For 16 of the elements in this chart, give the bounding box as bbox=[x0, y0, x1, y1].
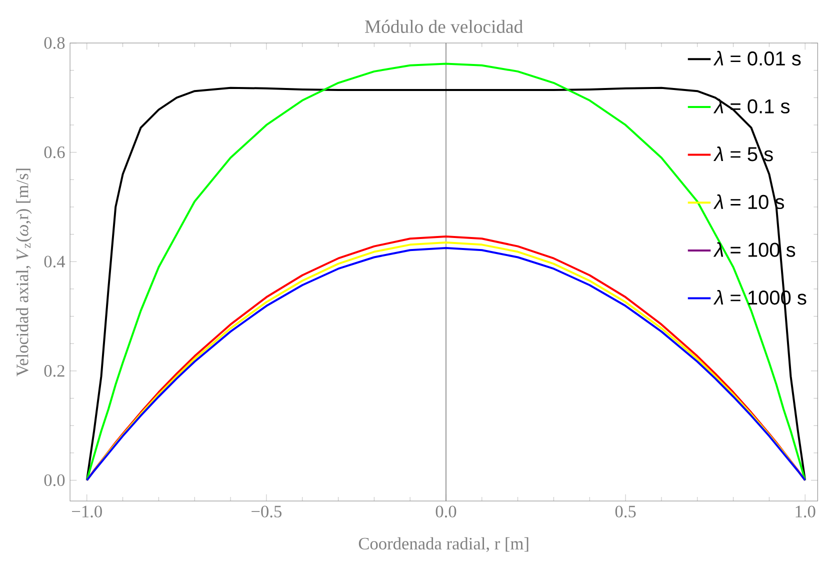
y-tick-label: 0.0 bbox=[44, 474, 65, 486]
legend-label: λ = 100 s bbox=[713, 242, 796, 257]
legend-label: λ = 5 s bbox=[713, 146, 773, 162]
y-tick-label: 0.6 bbox=[44, 146, 65, 158]
legend-label: λ = 0.01 s bbox=[713, 50, 801, 66]
x-tick-label: 1.0 bbox=[796, 506, 816, 518]
x-tick-label: −1.0 bbox=[72, 506, 102, 518]
x-tick-label: 0.5 bbox=[615, 506, 636, 518]
y-tick-label: 0.4 bbox=[44, 256, 66, 268]
y-axis-title: Velocidad axial, V$_{z}$(ω,r) [m/s] bbox=[16, 168, 32, 376]
chart-title: Módulo de velocidad bbox=[365, 20, 523, 33]
x-tick-label: −0.5 bbox=[252, 506, 282, 518]
x-tick-label: 0.0 bbox=[436, 506, 456, 518]
y-tick-label: 0.2 bbox=[44, 365, 64, 377]
x-axis-title: Coordenada radial, r [m] bbox=[358, 537, 528, 552]
y-tick-label: 0.8 bbox=[44, 37, 65, 49]
